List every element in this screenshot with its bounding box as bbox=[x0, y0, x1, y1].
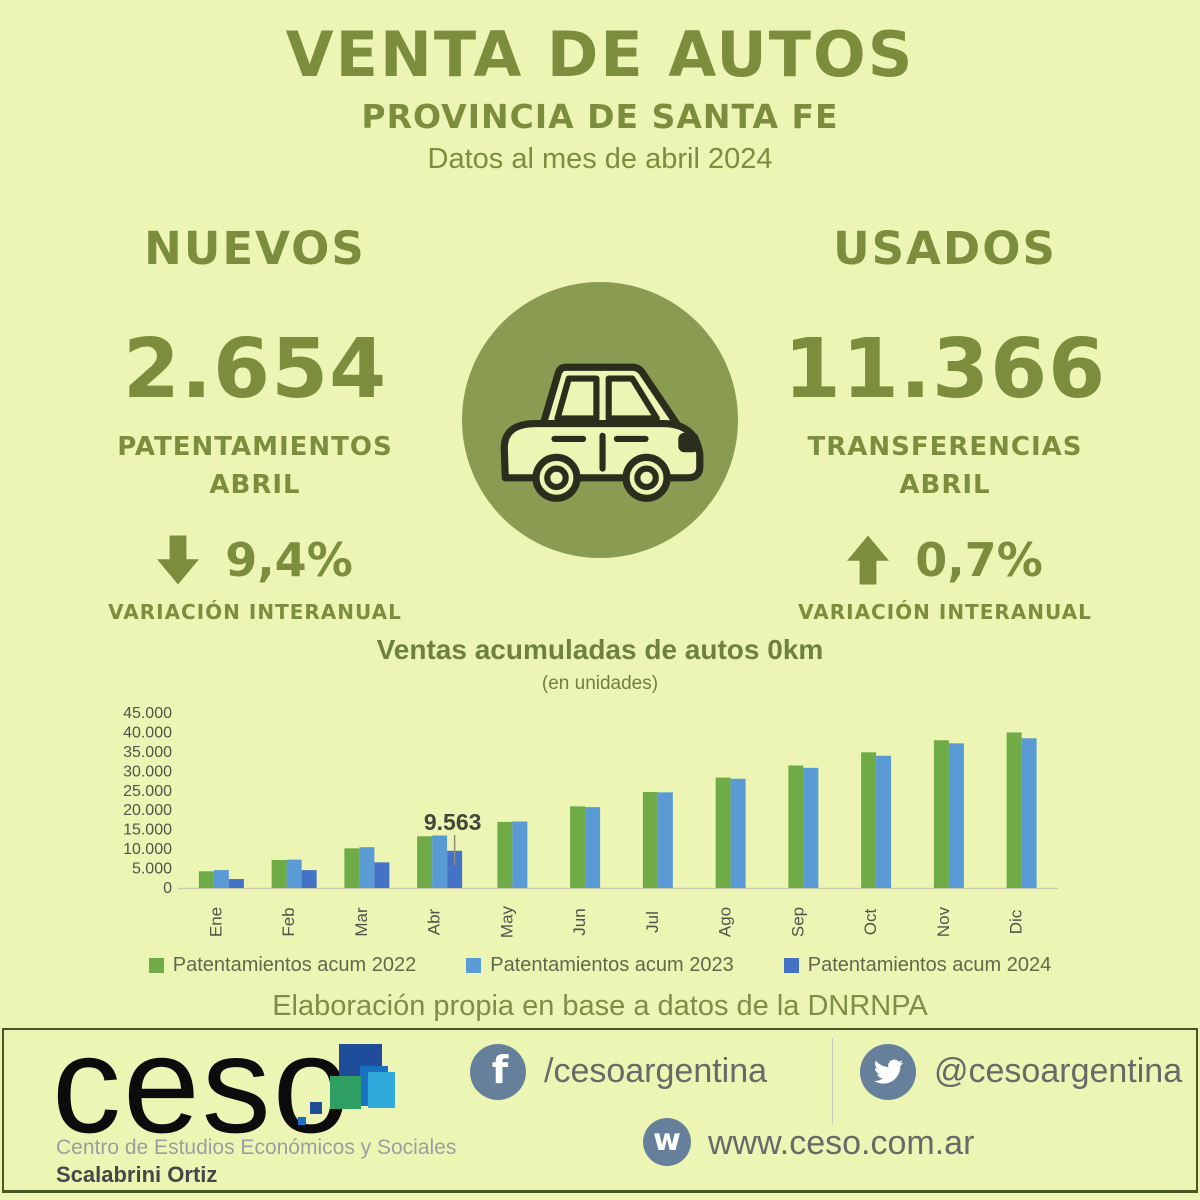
legend-label-2023: Patentamientos acum 2023 bbox=[490, 954, 734, 976]
svg-text:Ago: Ago bbox=[716, 907, 735, 937]
sales-bar-chart: 0 5.000 10.000 15.000 20.000 25.000 30.000 35.0… bbox=[123, 705, 1058, 938]
org-name: Centro de Estudios Económicos y Sociales bbox=[56, 1136, 457, 1159]
stat-usados-value: 11.366 bbox=[783, 322, 1107, 417]
svg-text:May: May bbox=[497, 905, 516, 938]
twitter-bird-icon bbox=[873, 1059, 904, 1084]
arrow-down-icon bbox=[157, 535, 200, 585]
svg-text:40.000: 40.000 bbox=[123, 724, 172, 741]
stat-nuevos-metric-line2: ABRIL bbox=[209, 469, 301, 500]
legend-swatch-2024 bbox=[783, 958, 799, 973]
footer: ceso Centro de Estudios Económicos y Soc… bbox=[2, 1016, 1198, 1193]
svg-text:Abr: Abr bbox=[425, 908, 444, 935]
chart-legend: Patentamientos acum 2022 Patentamientos … bbox=[0, 954, 1200, 977]
website-url: www.ceso.com.ar bbox=[708, 1124, 975, 1162]
svg-text:0: 0 bbox=[163, 880, 172, 897]
legend-label-2022: Patentamientos acum 2022 bbox=[172, 954, 417, 976]
legend-swatch-2022 bbox=[148, 958, 164, 973]
website-glyph: w bbox=[653, 1122, 681, 1158]
svg-text:10.000: 10.000 bbox=[123, 841, 172, 858]
stat-usados-metric: TRANSFERENCIAS ABRIL bbox=[745, 429, 1145, 504]
stat-nuevos-value: 2.654 bbox=[122, 322, 388, 417]
footer-divider bbox=[832, 1038, 833, 1124]
chart-title: Ventas acumuladas de autos 0km bbox=[376, 634, 824, 665]
svg-text:Oct: Oct bbox=[861, 909, 880, 936]
stat-nuevos-metric: PATENTAMIENTOS ABRIL bbox=[55, 429, 455, 504]
stat-usados-variation-label: VARIACIÓN INTERANUAL bbox=[798, 600, 1092, 625]
svg-text:45.000: 45.000 bbox=[123, 705, 172, 722]
stat-nuevos: NUEVOS 2.654 PATENTAMIENTOS ABRIL 9,4% V… bbox=[55, 226, 455, 622]
legend-swatch-2023 bbox=[466, 958, 482, 973]
arrow-up-icon bbox=[847, 535, 890, 585]
svg-text:30.000: 30.000 bbox=[123, 763, 172, 780]
svg-text:Dic: Dic bbox=[1007, 909, 1026, 934]
stat-nuevos-label: NUEVOS bbox=[144, 222, 366, 275]
stat-usados-variation-row: 0,7% bbox=[745, 532, 1145, 588]
stat-usados-metric-line2: ABRIL bbox=[899, 469, 991, 500]
logo-square-cyan bbox=[368, 1072, 395, 1108]
chart-heading: Ventas acumuladas de autos 0km (en unida… bbox=[0, 634, 1200, 694]
stat-nuevos-variation-label: VARIACIÓN INTERANUAL bbox=[108, 600, 402, 625]
facebook-glyph: f bbox=[491, 1048, 509, 1092]
legend-item-2022: Patentamientos acum 2022 bbox=[148, 954, 417, 977]
page-subtitle: PROVINCIA DE SANTA FE bbox=[361, 97, 839, 136]
car-badge bbox=[462, 282, 738, 558]
car-icon bbox=[500, 363, 703, 502]
logo-square-tiny1 bbox=[310, 1102, 322, 1114]
stat-usados-variation-value: 0,7% bbox=[915, 533, 1043, 588]
svg-text:20.000: 20.000 bbox=[123, 802, 172, 819]
header: VENTA DE AUTOS PROVINCIA DE SANTA FE Dat… bbox=[0, 24, 1200, 174]
facebook-icon: f bbox=[470, 1044, 526, 1100]
legend-item-2023: Patentamientos acum 2023 bbox=[466, 954, 734, 977]
svg-text:Jun: Jun bbox=[570, 908, 589, 935]
svg-text:Jul: Jul bbox=[643, 911, 662, 933]
logo-square-green bbox=[330, 1076, 361, 1109]
stat-nuevos-metric-line1: PATENTAMIENTOS bbox=[117, 432, 393, 462]
svg-text:35.000: 35.000 bbox=[123, 744, 172, 761]
svg-text:Mar: Mar bbox=[352, 907, 371, 937]
twitter-handle: @cesoargentina bbox=[934, 1052, 1183, 1090]
legend-item-2024: Patentamientos acum 2024 bbox=[783, 954, 1052, 977]
svg-text:25.000: 25.000 bbox=[123, 783, 172, 800]
twitter-icon bbox=[860, 1044, 916, 1100]
svg-text:Nov: Nov bbox=[934, 906, 953, 937]
svg-text:Ene: Ene bbox=[206, 907, 225, 937]
chart-area: 0 5.000 10.000 15.000 20.000 25.000 30.000 35.0… bbox=[108, 693, 1088, 965]
source-note: Elaboración propia en base a datos de la… bbox=[272, 990, 928, 1022]
date-note: Datos al mes de abril 2024 bbox=[427, 143, 773, 175]
svg-text:15.000: 15.000 bbox=[123, 822, 172, 839]
website-icon: w bbox=[643, 1118, 691, 1166]
stat-usados-metric-line1: TRANSFERENCIAS bbox=[807, 432, 1083, 462]
ceso-logo: ceso bbox=[52, 1008, 352, 1162]
svg-text:Feb: Feb bbox=[279, 907, 298, 936]
stat-nuevos-variation-row: 9,4% bbox=[55, 532, 455, 588]
svg-text:9.563: 9.563 bbox=[424, 809, 482, 835]
logo-square-tiny2 bbox=[298, 1117, 306, 1125]
stat-usados: USADOS 11.366 TRANSFERENCIAS ABRIL 0,7% … bbox=[745, 226, 1145, 622]
chart-subtitle: (en unidades) bbox=[541, 673, 659, 694]
org-name-line2: Scalabrini Ortiz bbox=[56, 1162, 218, 1187]
svg-text:5.000: 5.000 bbox=[132, 861, 172, 878]
legend-label-2024: Patentamientos acum 2024 bbox=[807, 954, 1052, 976]
stat-nuevos-variation-value: 9,4% bbox=[225, 533, 353, 588]
stat-usados-label: USADOS bbox=[833, 222, 1057, 275]
page-title: VENTA DE AUTOS bbox=[285, 18, 915, 91]
facebook-handle: /cesoargentina bbox=[544, 1052, 768, 1090]
svg-text:Sep: Sep bbox=[788, 907, 807, 937]
